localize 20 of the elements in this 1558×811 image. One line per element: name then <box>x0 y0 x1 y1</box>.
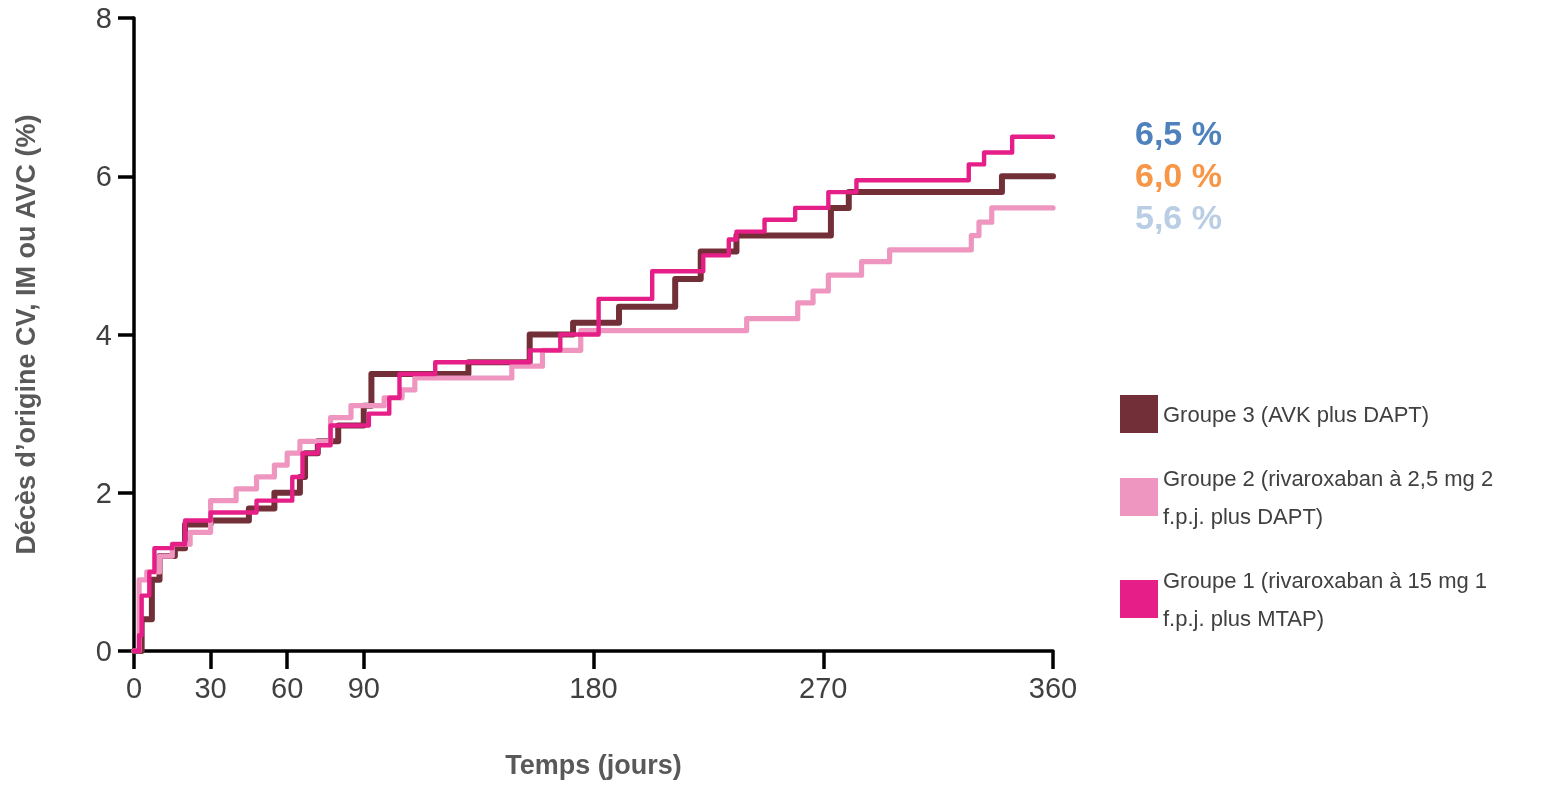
legend-label: Groupe 1 (rivaroxaban à 15 mg 1 f.p.j. plus MTAP) <box>1163 567 1494 631</box>
y-tick-label: 2 <box>95 476 112 509</box>
legend-label: Groupe 2 (rivaroxaban à 2,5 mg 2 f.p.j. plus DAPT) <box>1163 465 1500 529</box>
y-tick-label: 0 <box>95 635 112 667</box>
text: 6,5 % <box>1135 114 1222 152</box>
x-tick-label: 180 <box>569 671 618 704</box>
x-tick-label: 270 <box>799 671 848 704</box>
x-tick-label: 30 <box>194 671 227 704</box>
text: 6,0 % <box>1135 156 1222 194</box>
x-tick-label: 360 <box>1028 671 1078 704</box>
x-axis-title: Temps (jours) <box>505 749 682 780</box>
x-tick-label: 0 <box>125 671 143 704</box>
y-axis-title: Décès d’origine CV, IM ou AVC (%) <box>10 114 41 555</box>
text: 5,6 % <box>1135 198 1222 236</box>
y-tick-label: 6 <box>95 160 112 193</box>
y-tick-label: 4 <box>95 318 112 351</box>
y-tick-label: 8 <box>95 2 112 34</box>
x-tick-label: 90 <box>347 671 380 704</box>
x-tick-label: 60 <box>271 671 304 704</box>
legend-label: Groupe 3 (AVK plus DAPT) <box>1163 401 1430 427</box>
